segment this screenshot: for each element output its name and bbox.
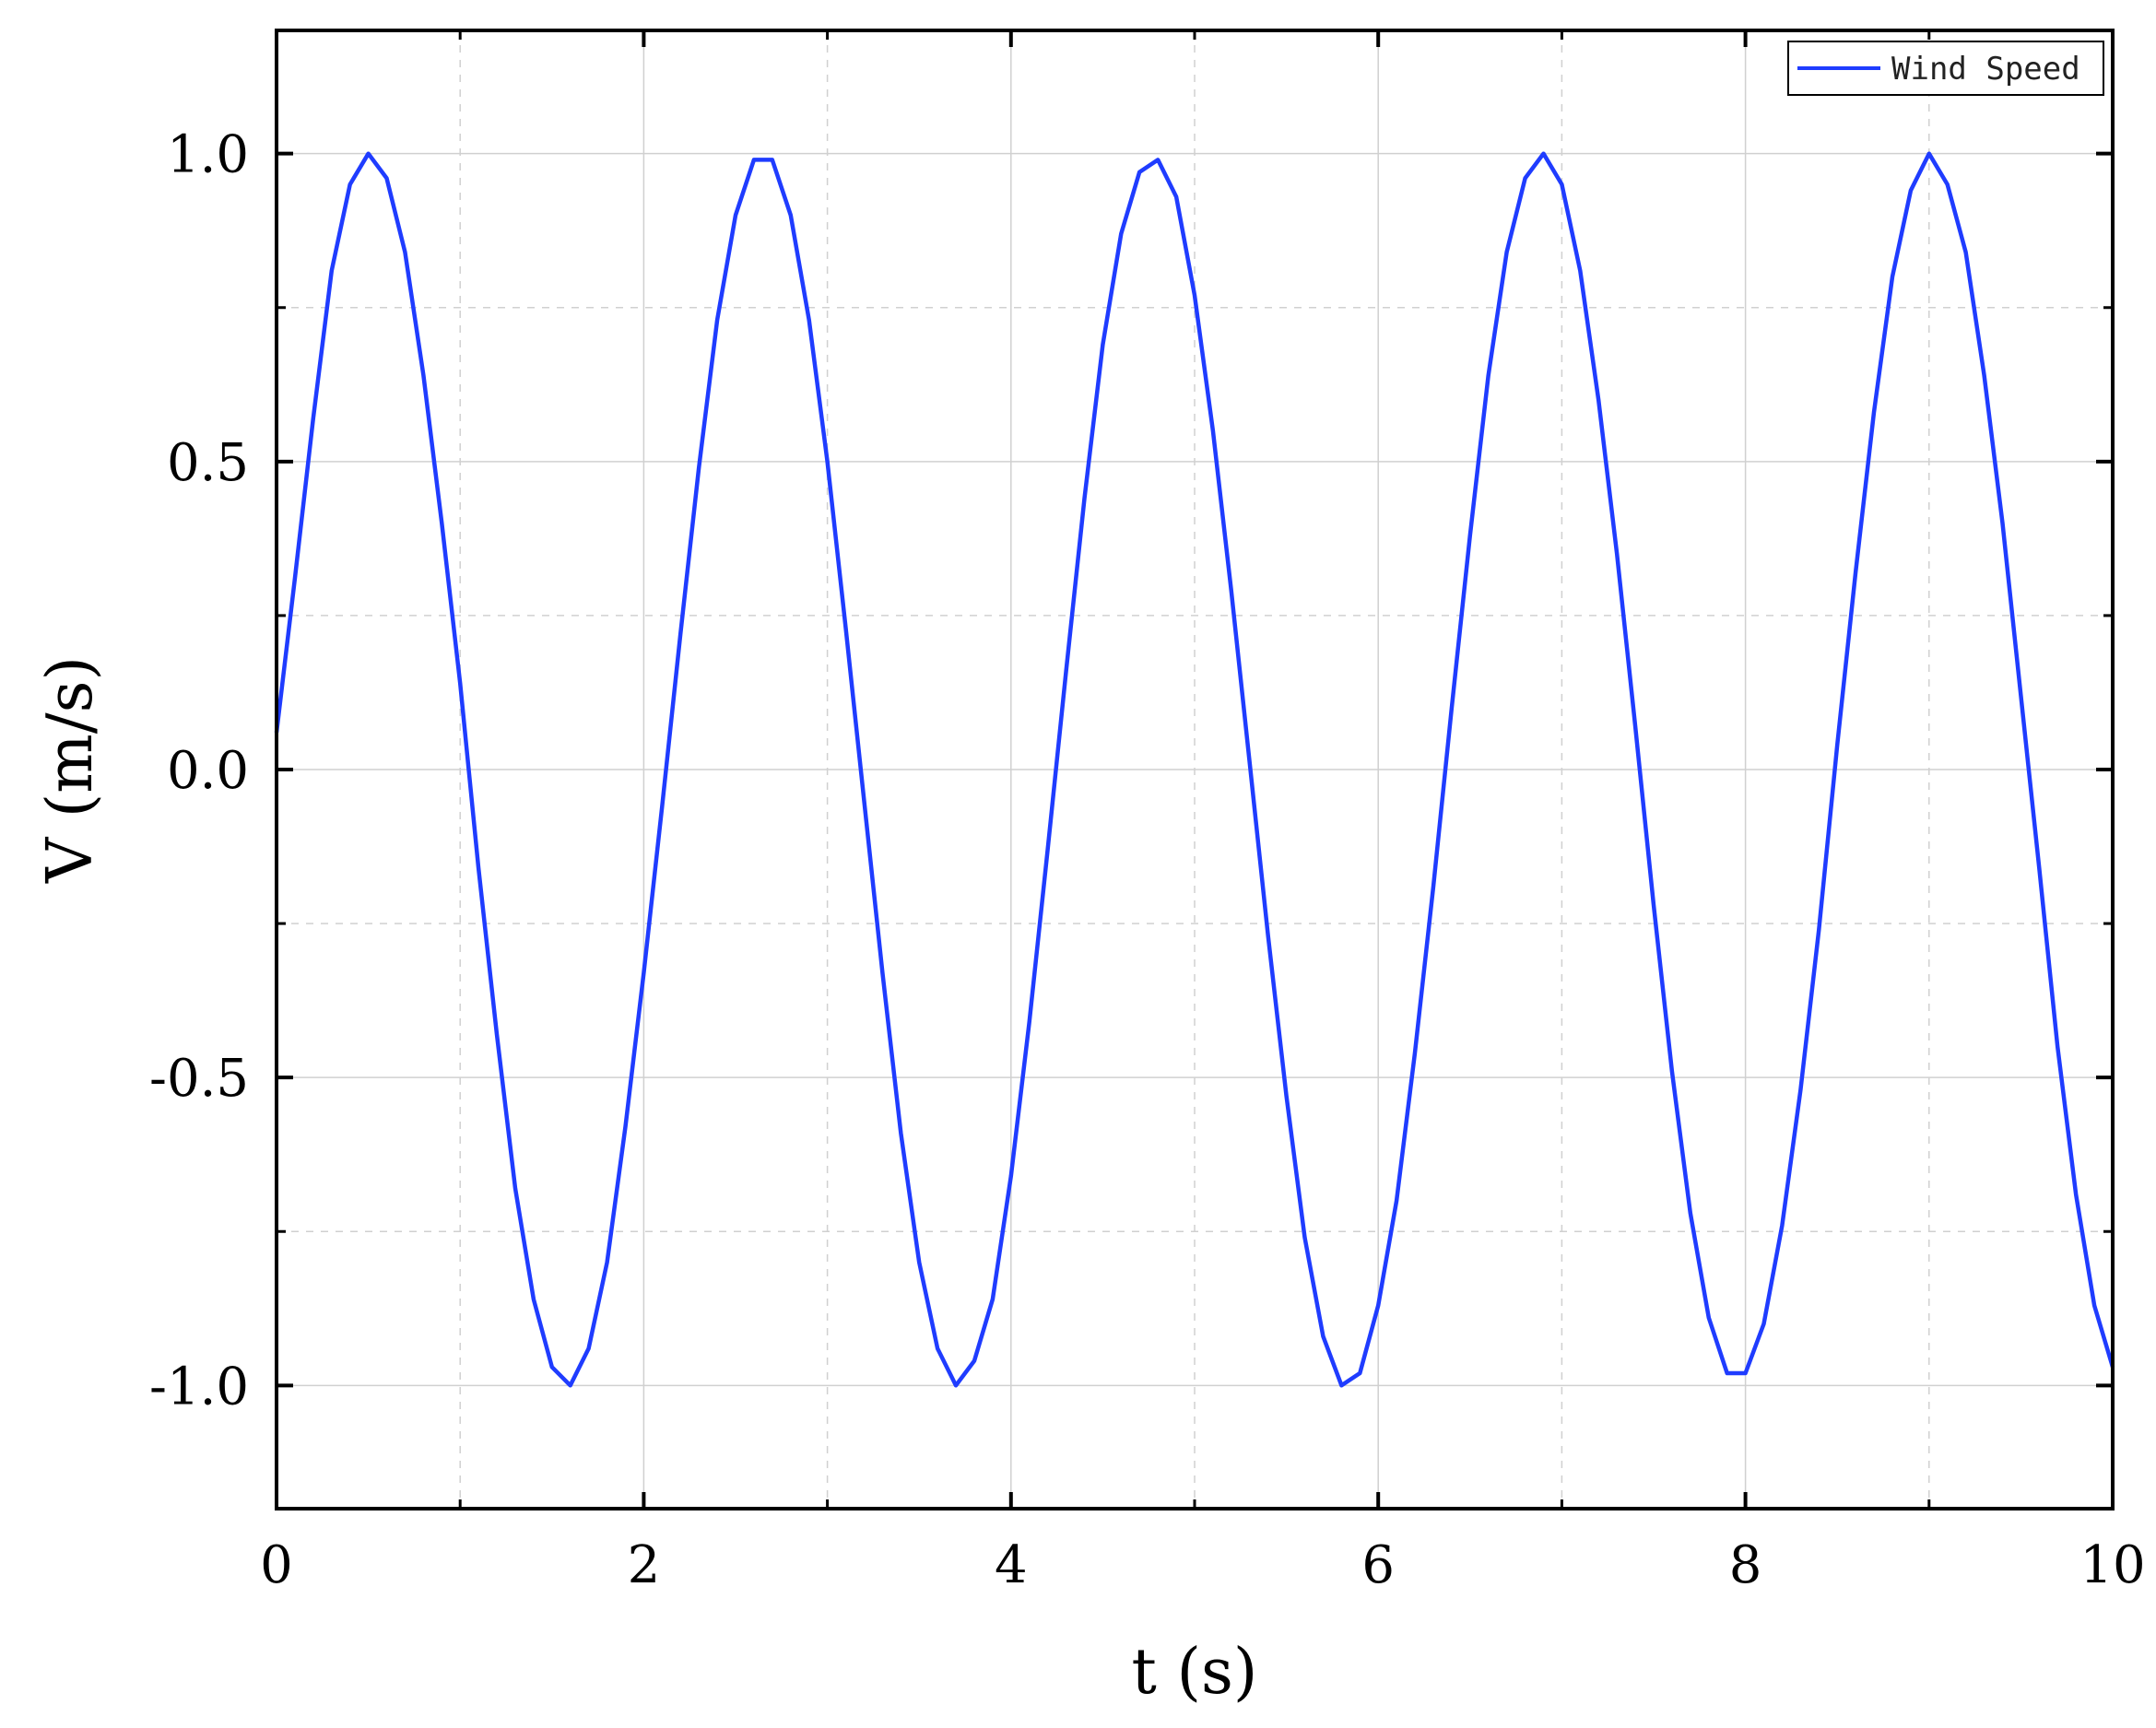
x-tick-label: 8 (1729, 1535, 1762, 1595)
plot-frame (275, 29, 2115, 1511)
x-tick-label: 6 (1361, 1535, 1395, 1595)
tick-labels: 0 2 4 6 8 10 -1.0 -0.5 0.0 0.5 1.0 (149, 125, 2146, 1595)
x-tick-label: 0 (260, 1535, 293, 1595)
y-tick-label: 0.5 (167, 433, 249, 493)
series-layer (274, 151, 2115, 1388)
legend: Wind Speed (1787, 41, 2104, 96)
legend-label-wind-speed: Wind Speed (1891, 51, 2080, 88)
y-tick-label: 0.0 (167, 741, 249, 801)
series-line-wind-speed (274, 151, 2115, 1388)
y-axis-title: V (m/s) (34, 656, 107, 884)
y-tick-label: 1.0 (167, 125, 249, 185)
x-tick-label: 2 (628, 1535, 661, 1595)
x-tick-label: 10 (2079, 1535, 2145, 1595)
x-tick-label: 4 (995, 1535, 1028, 1595)
y-tick-label: -1.0 (149, 1357, 249, 1416)
x-axis-title: t (s) (1132, 1636, 1258, 1709)
y-tick-label: -0.5 (149, 1049, 249, 1109)
